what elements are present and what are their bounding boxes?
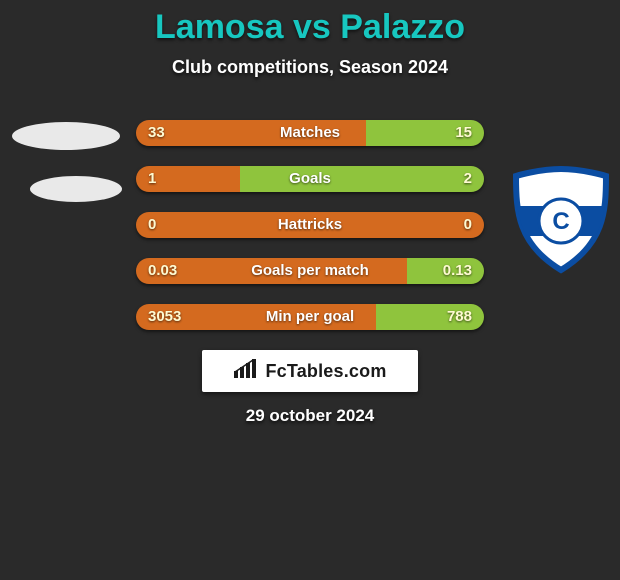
chart-icon	[233, 359, 259, 384]
title-player2: Palazzo	[340, 8, 465, 46]
title-vs: vs	[293, 8, 331, 46]
stat-label: Min per goal	[136, 304, 484, 330]
title: Lamosa vs Palazzo	[0, 8, 620, 47]
stats-bars: 3315Matches 12Goals 00Hattricks 0.030.13Goa…	[136, 120, 484, 330]
stat-bar: 3053788Min per goal	[136, 304, 484, 330]
stat-bar: 3315Matches	[136, 120, 484, 146]
stat-bar: 12Goals	[136, 166, 484, 192]
source-badge-text: FcTables.com	[265, 361, 386, 382]
infographic-root: Lamosa vs Palazzo Club competitions, Sea…	[0, 0, 620, 426]
stat-bar: 00Hattricks	[136, 212, 484, 238]
source-badge[interactable]: FcTables.com	[202, 350, 418, 392]
stat-label: Hattricks	[136, 212, 484, 238]
stat-label: Matches	[136, 120, 484, 146]
date-text: 29 october 2024	[0, 406, 620, 426]
stat-bar: 0.030.13Goals per match	[136, 258, 484, 284]
title-player1: Lamosa	[155, 8, 284, 46]
stat-label: Goals per match	[136, 258, 484, 284]
subtitle: Club competitions, Season 2024	[0, 57, 620, 78]
stat-label: Goals	[136, 166, 484, 192]
